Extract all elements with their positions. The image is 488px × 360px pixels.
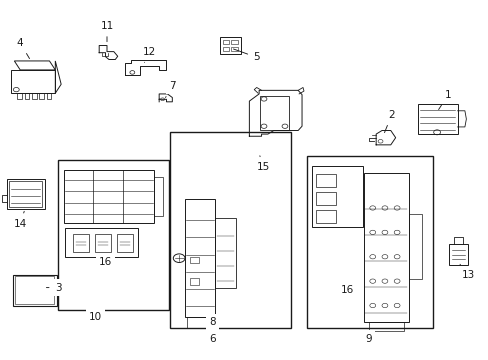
Text: 15: 15 [256, 156, 269, 172]
Bar [189, 278, 198, 285]
Text: 10: 10 [89, 312, 102, 322]
Bar [64, 170, 154, 223]
Bar [363, 173, 408, 321]
Bar [65, 228, 138, 257]
Text: 7: 7 [165, 81, 175, 98]
Bar [222, 40, 228, 44]
Bar [46, 93, 51, 99]
Text: 16: 16 [99, 257, 112, 267]
Bar [215, 219, 235, 288]
Bar [6, 179, 44, 210]
Bar [417, 104, 457, 134]
Bar [9, 181, 41, 207]
Bar [15, 276, 54, 305]
Bar [220, 37, 240, 54]
Text: 9: 9 [365, 333, 371, 343]
Text: 2: 2 [384, 110, 394, 132]
Text: 1: 1 [438, 90, 451, 109]
Text: 13: 13 [459, 264, 474, 280]
Bar [260, 96, 289, 130]
Text: 11: 11 [100, 21, 113, 42]
Bar [154, 177, 163, 216]
Bar [368, 321, 403, 330]
Bar [187, 317, 212, 328]
Bar [58, 160, 169, 310]
Text: 8: 8 [209, 317, 216, 327]
Bar [222, 46, 228, 51]
Bar [32, 93, 37, 99]
Bar [11, 70, 55, 93]
Text: 5: 5 [233, 49, 260, 62]
Bar [311, 166, 362, 226]
Bar [306, 156, 432, 328]
Bar [231, 46, 237, 51]
Text: 4: 4 [17, 38, 29, 59]
Bar [39, 93, 44, 99]
Text: 14: 14 [14, 211, 27, 229]
Text: 6: 6 [209, 333, 216, 343]
Bar [184, 199, 215, 317]
Text: 12: 12 [142, 46, 156, 62]
Bar [170, 132, 291, 328]
Bar [13, 275, 57, 306]
Text: 3: 3 [46, 283, 61, 293]
Bar [448, 244, 467, 265]
Bar [189, 257, 198, 263]
Bar [24, 93, 29, 99]
Text: 16: 16 [341, 285, 354, 296]
Bar [17, 93, 22, 99]
Bar [231, 40, 237, 44]
Bar [408, 214, 422, 279]
